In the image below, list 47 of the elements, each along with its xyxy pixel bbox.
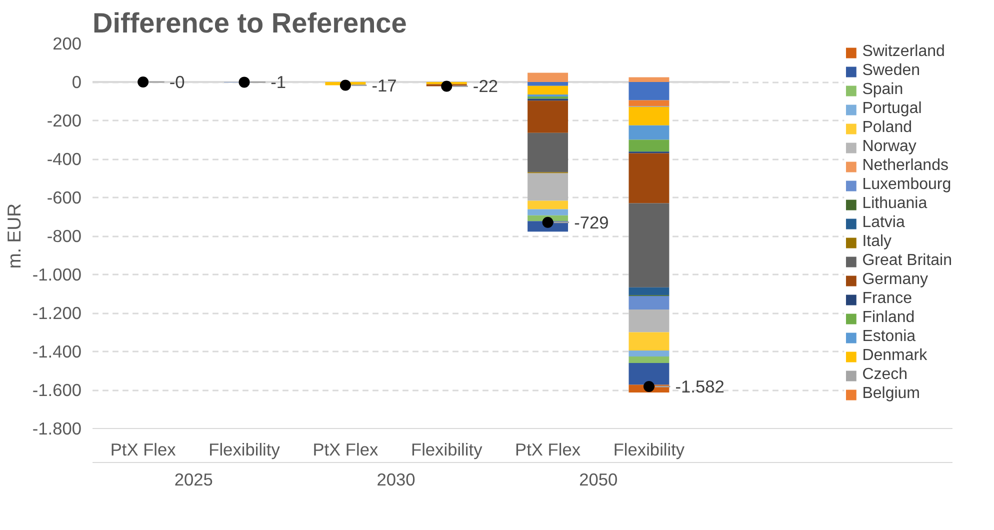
y-tick-label: -600 <box>46 188 82 208</box>
x-tick-label: Flexibility <box>613 440 685 460</box>
legend-label: Denmark <box>862 347 928 365</box>
y-tick-label: -1.400 <box>32 342 82 362</box>
text: 2025 <box>174 470 213 490</box>
legend-label: Poland <box>862 119 912 137</box>
data-label: -22 <box>472 76 498 96</box>
data-label: -17 <box>372 75 397 96</box>
legend-label: Italy <box>862 233 892 251</box>
x-tick-label: PtX Flex <box>312 440 379 460</box>
legend-label: Czech <box>862 366 908 384</box>
x-tick-label: Flexibility <box>208 440 280 460</box>
x-tick-label: Flexibility <box>410 440 483 460</box>
legend-label: Estonia <box>862 328 916 346</box>
text: 2030 <box>376 470 416 490</box>
data-label: -0 <box>169 72 185 92</box>
y-axis-title: m. EUR <box>3 203 24 269</box>
legend-label: Great Britain <box>862 252 952 270</box>
y-tick-label: -200 <box>46 110 82 130</box>
x-tick-label: PtX Flex <box>515 440 581 460</box>
legend-label: France <box>862 290 912 308</box>
legend-label: Spain <box>862 81 904 99</box>
y-tick-label: 200 <box>52 34 82 54</box>
legend-label: Belgium <box>862 385 920 403</box>
data-label: -729 <box>574 212 609 232</box>
legend-label: Netherlands <box>862 157 948 175</box>
y-tick-label: -400 <box>46 149 82 169</box>
legend-label: Latvia <box>862 214 905 232</box>
legend-label: Switzerland <box>862 43 945 61</box>
chart-title: Difference to Reference <box>92 8 407 38</box>
legend-label: Lithuania <box>862 195 928 213</box>
legend-label: Norway <box>862 138 916 156</box>
legend-label: Finland <box>862 309 915 327</box>
legend-label: Germany <box>862 271 928 289</box>
data-label: -1 <box>270 72 286 92</box>
text: 2050 <box>579 470 618 490</box>
data-label: -1.582 <box>675 376 724 397</box>
y-tick-label: -1.000 <box>32 264 82 284</box>
legend-label: Portugal <box>862 100 922 118</box>
y-tick-label: 0 <box>72 72 82 92</box>
y-tick-label: -800 <box>46 226 82 246</box>
y-tick-label: -1.600 <box>32 380 82 400</box>
y-tick-label: -1.800 <box>32 418 82 438</box>
x-tick-label: PtX Flex <box>110 440 176 460</box>
legend-label: Luxembourg <box>862 176 952 194</box>
y-tick-label: -1.200 <box>32 303 82 323</box>
legend-label: Sweden <box>862 62 920 80</box>
